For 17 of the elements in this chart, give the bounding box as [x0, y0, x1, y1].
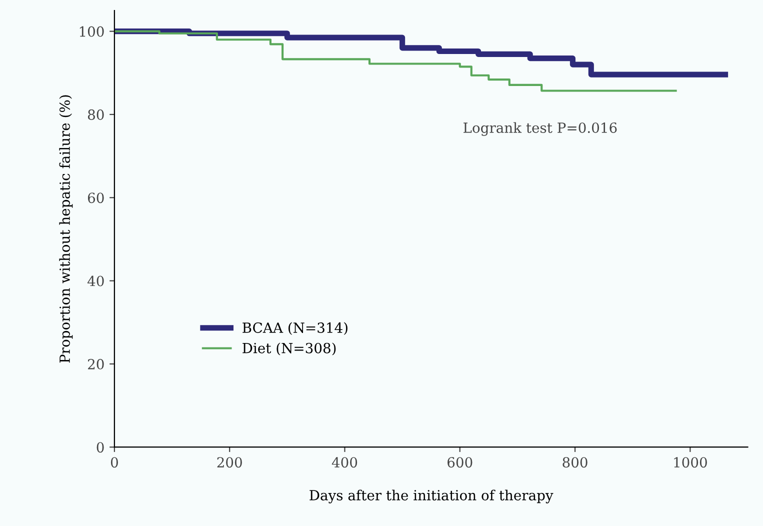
annotation: Logrank test P=0.016 — [464, 122, 617, 136]
y-tick-label: 40 — [87, 276, 104, 286]
y-tick-label: 0 — [96, 442, 104, 453]
x-tick-label: 400 — [332, 457, 358, 468]
x-tick-label: 600 — [448, 457, 472, 468]
y-tick-label: 100 — [80, 26, 104, 37]
x-tick-label: 800 — [562, 457, 588, 468]
y-axis-title: Proportion without hepatic failure (%) — [59, 95, 73, 363]
legend-label: BCAA (N=314) — [242, 322, 348, 335]
y-tick-label: 60 — [88, 192, 104, 204]
x-tick-label: 200 — [217, 457, 242, 468]
y-tick-label: 80 — [88, 109, 104, 120]
y-tick-label: 20 — [88, 358, 104, 370]
legend-label: Diet (N=308) — [242, 342, 336, 356]
x-tick-label: 0 — [110, 457, 118, 468]
x-axis-title: Days after the initiation of therapy — [310, 490, 554, 504]
x-tick-label: 1000 — [674, 457, 707, 468]
